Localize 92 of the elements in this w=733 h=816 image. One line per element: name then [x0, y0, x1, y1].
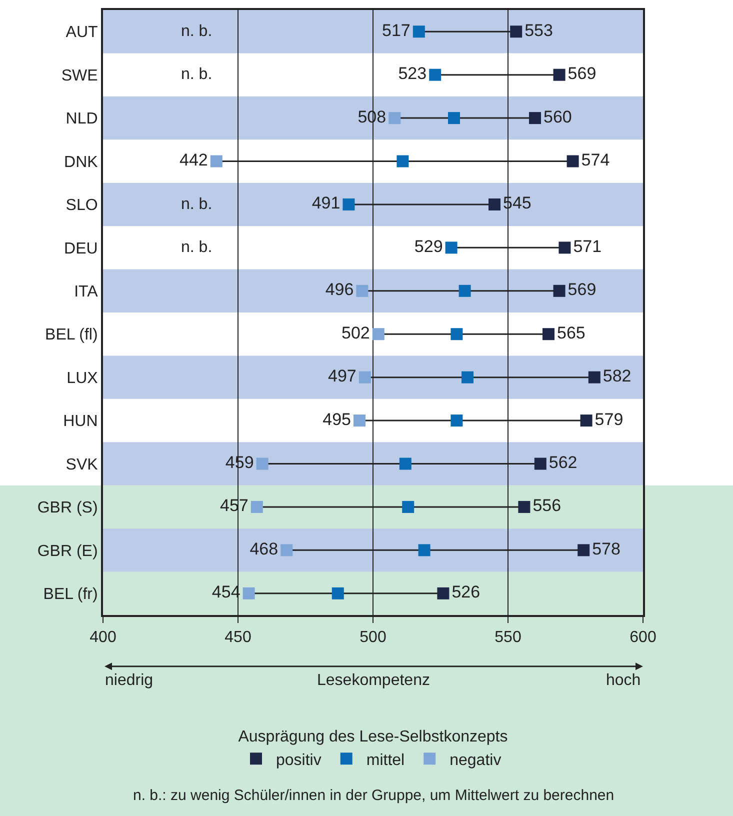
point: [450, 328, 463, 340]
data-label: 517: [382, 20, 410, 40]
text: niedrig: [105, 672, 154, 689]
x-tick-label: 500: [360, 629, 386, 646]
y-tick-label: BEL (fl): [45, 326, 98, 344]
y-tick-label: BEL (fr): [43, 586, 98, 603]
data-label: 526: [452, 582, 480, 602]
data-label: 562: [548, 453, 578, 472]
data-label: 553: [524, 20, 553, 40]
point: [412, 26, 425, 38]
point: [542, 328, 554, 340]
y-tick-label: LUX: [66, 370, 98, 387]
x-tick-label: 400: [90, 629, 116, 646]
point: [210, 155, 222, 168]
x-tick-label: 450: [224, 629, 252, 646]
data-label: 497: [328, 366, 356, 386]
point: [256, 458, 268, 470]
point: [558, 242, 571, 254]
y-tick-label: HUN: [63, 413, 98, 430]
text: n. b.: zu wenig Schüler/innen in der Gruppe, um Mittelwert zu berechnen: [133, 787, 614, 804]
data-label: 579: [594, 410, 624, 429]
data-label: 442: [180, 150, 208, 170]
point: [342, 198, 355, 210]
data-label: 582: [602, 366, 632, 386]
legend-label: positiv: [276, 752, 322, 769]
x-axis-title: Lesekompetenz: [317, 672, 430, 689]
data-label: 569: [568, 64, 596, 84]
point: [448, 112, 460, 124]
text: n. b.: [181, 23, 212, 40]
y-tick-label: GBR (E): [37, 542, 98, 560]
data-label: 565: [557, 323, 586, 342]
x-tick-label: 550: [494, 629, 522, 646]
point: [396, 155, 409, 168]
data-label: 578: [592, 539, 620, 558]
point: [242, 587, 255, 600]
data-label: 468: [250, 539, 278, 558]
legend-label: negativ: [450, 752, 502, 769]
point: [358, 371, 371, 384]
y-tick-label: DNK: [64, 154, 98, 171]
data-label: 496: [325, 280, 354, 300]
point: [458, 284, 471, 297]
point: [580, 414, 592, 427]
y-tick-label: ITA: [74, 283, 98, 300]
y-tick-label: SLO: [66, 197, 98, 214]
text: n. b.: [181, 66, 212, 83]
point: [429, 68, 442, 81]
text: n. b.: [181, 196, 212, 213]
legend-label: mittel: [366, 752, 405, 769]
point: [445, 242, 458, 254]
point: [510, 26, 522, 38]
y-tick-label: SVK: [66, 456, 98, 474]
data-label: 495: [322, 410, 351, 429]
point: [529, 112, 541, 124]
y-tick-label: DEU: [64, 240, 98, 258]
point: [518, 500, 530, 513]
point: [437, 587, 450, 600]
point: [450, 414, 463, 427]
data-label: 574: [581, 150, 610, 170]
y-tick-label: SWE: [61, 67, 98, 84]
point: [588, 371, 600, 384]
data-label: 502: [342, 323, 370, 342]
text: hoch: [606, 672, 641, 689]
data-label: 523: [398, 64, 427, 84]
point: [488, 198, 500, 210]
point: [356, 284, 368, 297]
point: [534, 458, 546, 470]
data-label: 491: [312, 194, 340, 213]
y-tick-label: NLD: [66, 110, 98, 128]
data-label: 556: [532, 496, 562, 516]
point: [553, 284, 566, 297]
x-tick-label: 600: [630, 629, 656, 646]
point: [372, 328, 384, 340]
data-label: 571: [573, 236, 602, 256]
point: [332, 587, 344, 600]
point: [402, 500, 414, 513]
legend-title: Ausprägung des Lese-Selbstkonzepts: [238, 728, 508, 746]
point: [578, 544, 590, 556]
point: [418, 544, 430, 556]
point: [280, 544, 293, 556]
point: [566, 155, 579, 168]
y-tick-label: GBR (S): [37, 500, 98, 517]
point: [553, 68, 566, 81]
data-label: 560: [544, 107, 572, 126]
point: [354, 414, 366, 427]
point: [388, 112, 401, 124]
y-tick-label: AUT: [66, 24, 98, 42]
point: [250, 500, 263, 513]
text: n. b.: [181, 239, 212, 256]
data-label: 529: [414, 236, 443, 256]
point: [462, 371, 474, 384]
point: [399, 458, 412, 470]
data-label: 569: [568, 280, 596, 300]
